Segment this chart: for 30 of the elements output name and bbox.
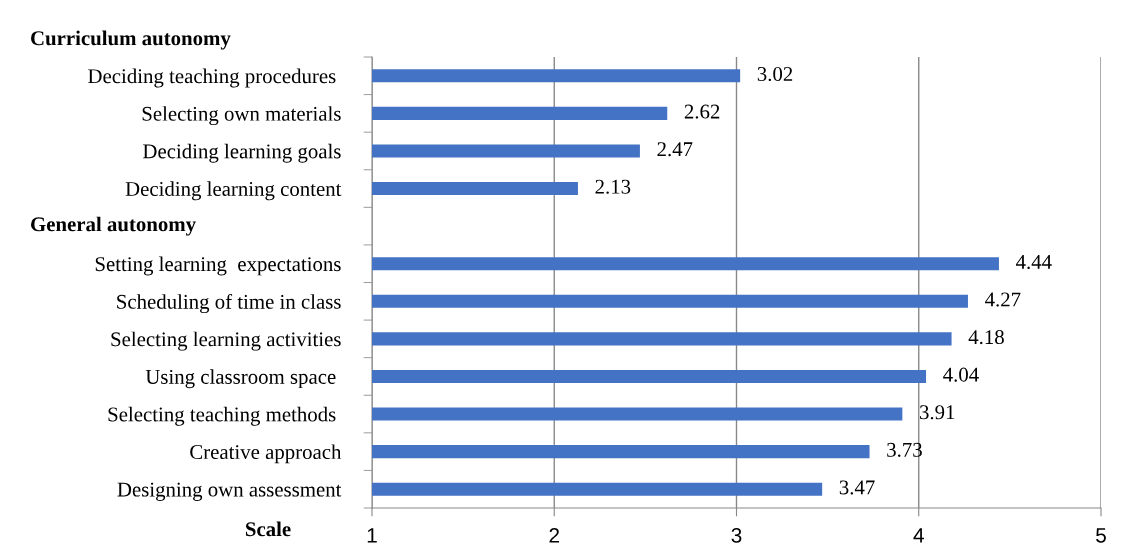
y-tick-label: Setting learning expectations: [95, 256, 341, 276]
y-tick-label: Deciding learning goals: [143, 143, 341, 163]
data-label: 2.47: [657, 142, 693, 157]
x-tick-label: 3: [731, 527, 742, 543]
y-tick-label: Using classroom space: [145, 369, 336, 389]
text: Curriculum autonomy: [31, 30, 231, 50]
data-label: 4.18: [968, 330, 1004, 345]
data-label: 4.44: [1016, 255, 1052, 270]
x-axis-title: Scale: [245, 521, 291, 537]
y-tick-label: Selecting teaching methods: [108, 406, 336, 426]
x-tick-label: 2: [549, 527, 559, 543]
text: General autonomy: [31, 216, 196, 236]
data-label: 3.02: [757, 66, 793, 82]
y-tick-label: Deciding learning content: [125, 181, 342, 201]
x-tick-label: 5: [1096, 528, 1106, 543]
y-tick-label: Selecting own materials: [142, 106, 341, 126]
y-tick-label: Selecting learning activities: [111, 331, 341, 351]
data-label: 3.91: [920, 405, 955, 420]
y-tick-label: Designing own assessment: [117, 482, 342, 501]
y-tick-label: Creative approach: [190, 444, 342, 464]
data-label: 2.62: [684, 104, 720, 119]
y-tick-label: Deciding teaching procedures: [88, 68, 336, 88]
data-label: 2.13: [595, 179, 631, 194]
y-tick-label: Scheduling of time in class: [117, 293, 341, 314]
x-tick-label: 1: [367, 528, 377, 543]
x-tick-label: 4: [913, 528, 924, 543]
data-label: 4.04: [943, 367, 979, 382]
data-label: 3.47: [839, 480, 875, 495]
data-label: 3.73: [887, 442, 922, 457]
data-label: 4.27: [985, 292, 1021, 307]
